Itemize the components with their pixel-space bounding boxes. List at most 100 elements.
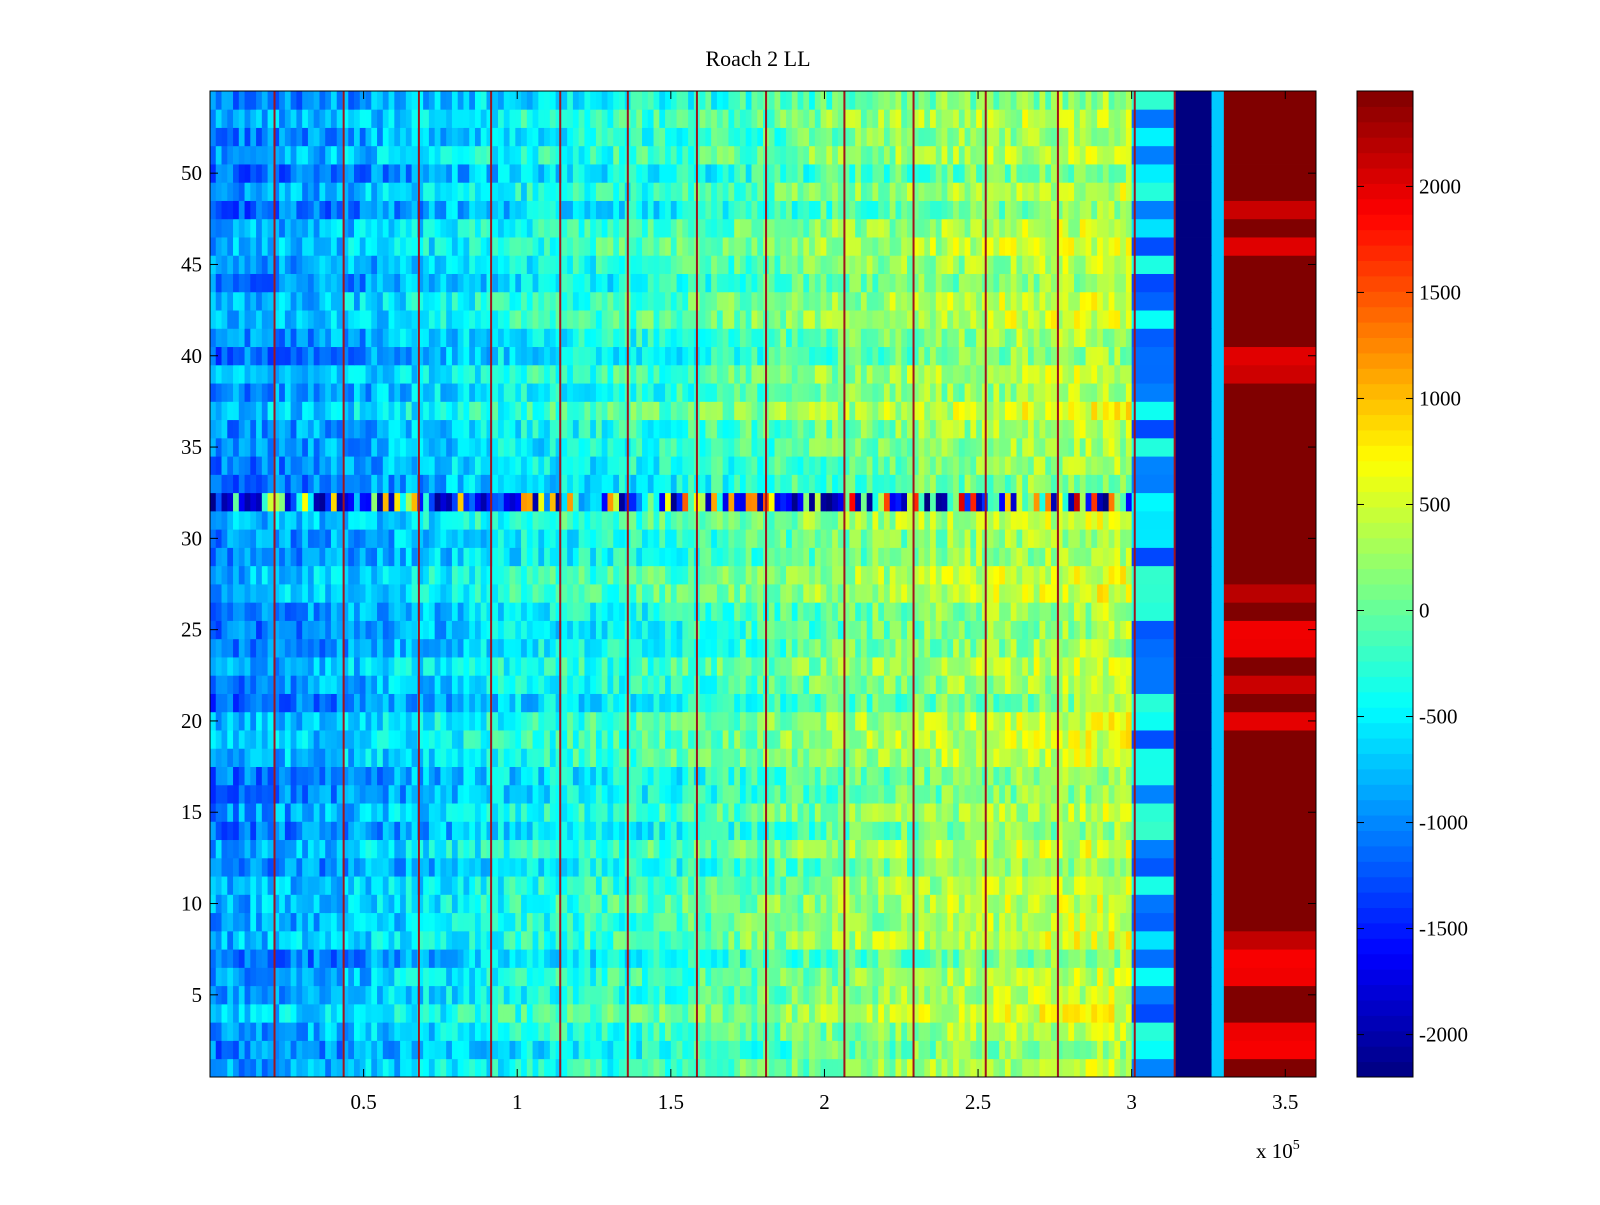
heatmap-cell [607, 748, 614, 767]
heatmap-cell [1010, 1040, 1017, 1060]
heatmap-cell [711, 985, 718, 1005]
heatmap-cell [895, 730, 902, 749]
heatmap-cell [371, 693, 378, 713]
heatmap-cell [739, 1040, 747, 1060]
heatmap-cell [319, 985, 326, 1005]
heatmap-cell [993, 547, 1000, 567]
heatmap-cell [924, 784, 931, 804]
heatmap-cell [918, 803, 925, 822]
heatmap-cell [446, 1003, 453, 1023]
heatmap-cell [377, 912, 384, 932]
heatmap-cell [411, 857, 418, 877]
heatmap-cell [1004, 620, 1012, 640]
heatmap-cell [1016, 620, 1023, 640]
heatmap-cell [676, 857, 683, 877]
heatmap-cell [561, 803, 568, 822]
heatmap-cell [751, 857, 758, 877]
heatmap-cell [544, 602, 551, 621]
heatmap-cell [233, 1058, 240, 1078]
heatmap-cell [210, 675, 217, 694]
heatmap-block-cell [1131, 766, 1176, 786]
heatmap-block-cell [1131, 620, 1176, 640]
heatmap-cell [647, 766, 654, 786]
heatmap-cell [993, 803, 1000, 822]
heatmap-cell [1074, 803, 1081, 822]
heatmap-cell [999, 693, 1006, 713]
heatmap-cell [359, 657, 366, 676]
heatmap-cell [918, 711, 925, 731]
heatmap-cell [958, 1022, 966, 1041]
heatmap-cell [958, 547, 966, 567]
heatmap-cell [607, 876, 614, 895]
heatmap-cell [924, 766, 931, 786]
heatmap-cell [935, 547, 942, 567]
heatmap-cell [791, 967, 798, 987]
heatmap-cell [705, 565, 712, 585]
heatmap-cell [757, 930, 764, 950]
heatmap-cell [659, 565, 666, 585]
heatmap-cell [878, 876, 885, 895]
heatmap-cell [1079, 675, 1086, 694]
heatmap-cell [261, 693, 268, 713]
heatmap-cell [630, 565, 637, 585]
heatmap-cell [1085, 675, 1092, 694]
heatmap-cell [1085, 985, 1092, 1005]
heatmap-block-cell [1131, 784, 1176, 804]
heatmap-cell [486, 839, 493, 859]
heatmap-cell [705, 766, 712, 786]
heatmap-cell [572, 584, 580, 603]
heatmap-cell [1091, 1040, 1098, 1060]
heatmap-cell [417, 657, 424, 676]
heatmap-cell [659, 839, 666, 859]
heatmap-cell [958, 730, 966, 749]
heatmap-cell [797, 730, 804, 749]
heatmap-cell [1045, 784, 1052, 804]
heatmap-cell [561, 620, 568, 640]
heatmap-cell [659, 638, 666, 658]
heatmap-cell [440, 529, 447, 548]
heatmap-cell [843, 857, 850, 877]
heatmap-cell [215, 839, 222, 859]
heatmap-cell [1051, 1022, 1058, 1041]
heatmap-cell [636, 876, 643, 895]
heatmap-cell [976, 985, 983, 1005]
heatmap-cell [561, 912, 568, 932]
heatmap-cell [751, 1040, 758, 1060]
heatmap-cell [463, 638, 470, 658]
heatmap-cell [1033, 912, 1040, 932]
heatmap-cell [958, 620, 966, 640]
heatmap-cell [590, 1058, 597, 1078]
heatmap-cell [371, 547, 378, 567]
heatmap-cell [705, 748, 712, 767]
heatmap-cell [878, 620, 885, 640]
heatmap-cell [492, 821, 499, 841]
heatmap-cell [1108, 894, 1115, 914]
heatmap-cell [359, 839, 366, 859]
heatmap-cell [521, 894, 528, 914]
heatmap-cell [964, 766, 971, 786]
heatmap-cell [227, 894, 234, 914]
heatmap-cell [716, 894, 724, 914]
heatmap-cell [578, 584, 585, 603]
heatmap-cell [365, 876, 372, 895]
heatmap-cell [734, 930, 741, 950]
heatmap-cell [964, 529, 971, 548]
heatmap-cell [578, 620, 585, 640]
heatmap-cell [1010, 912, 1017, 932]
heatmap-cell [365, 1058, 372, 1078]
heatmap-cell [832, 638, 839, 658]
heatmap-cell [699, 857, 706, 877]
heatmap-cell [1079, 638, 1086, 658]
heatmap-cell [365, 1022, 372, 1041]
heatmap-cell [642, 1003, 649, 1023]
heatmap-cell [284, 912, 292, 932]
heatmap-cell [860, 894, 868, 914]
heatmap-cell [250, 1003, 257, 1023]
heatmap-cell [745, 565, 752, 585]
heatmap-cell [354, 784, 361, 804]
heatmap-cell [682, 602, 689, 621]
heatmap-cell [250, 1022, 257, 1041]
heatmap-cell [567, 510, 574, 530]
heatmap-cell [256, 930, 263, 950]
heatmap-cell [676, 839, 683, 859]
